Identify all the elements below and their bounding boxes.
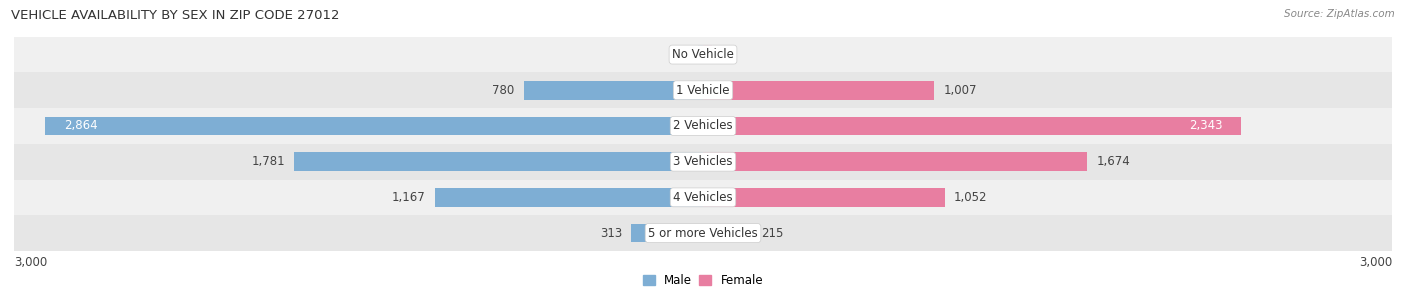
Text: 3 Vehicles: 3 Vehicles [673, 155, 733, 168]
Bar [703, 152, 1087, 171]
Text: 313: 313 [600, 226, 621, 240]
Bar [14, 144, 1392, 180]
Bar [14, 215, 1392, 251]
Bar [14, 108, 1392, 144]
Bar [434, 188, 703, 207]
Text: 1,052: 1,052 [953, 191, 987, 204]
Bar [14, 180, 1392, 215]
Text: 1,781: 1,781 [252, 155, 285, 168]
Bar [703, 45, 711, 64]
Text: 2,864: 2,864 [63, 119, 97, 132]
Bar [14, 73, 1392, 108]
Bar [524, 81, 703, 99]
Text: 39: 39 [721, 48, 735, 61]
Text: 1,674: 1,674 [1097, 155, 1130, 168]
Text: 2,343: 2,343 [1189, 119, 1223, 132]
Bar [703, 81, 934, 99]
Bar [699, 45, 703, 64]
Bar [294, 152, 703, 171]
Bar [45, 117, 703, 135]
Bar [703, 224, 752, 242]
Text: No Vehicle: No Vehicle [672, 48, 734, 61]
Bar [703, 188, 945, 207]
Text: 1,167: 1,167 [392, 191, 426, 204]
Legend: Male, Female: Male, Female [638, 270, 768, 292]
Text: 1 Vehicle: 1 Vehicle [676, 84, 730, 97]
Text: 20: 20 [675, 48, 689, 61]
Text: 3,000: 3,000 [14, 256, 48, 269]
Text: VEHICLE AVAILABILITY BY SEX IN ZIP CODE 27012: VEHICLE AVAILABILITY BY SEX IN ZIP CODE … [11, 9, 340, 22]
Bar [14, 37, 1392, 73]
Bar [631, 224, 703, 242]
Text: 3,000: 3,000 [1358, 256, 1392, 269]
Text: 4 Vehicles: 4 Vehicles [673, 191, 733, 204]
Text: 2 Vehicles: 2 Vehicles [673, 119, 733, 132]
Text: 5 or more Vehicles: 5 or more Vehicles [648, 226, 758, 240]
Text: Source: ZipAtlas.com: Source: ZipAtlas.com [1284, 9, 1395, 19]
Bar [703, 117, 1241, 135]
Text: 215: 215 [762, 226, 785, 240]
Text: 1,007: 1,007 [943, 84, 977, 97]
Text: 780: 780 [492, 84, 515, 97]
